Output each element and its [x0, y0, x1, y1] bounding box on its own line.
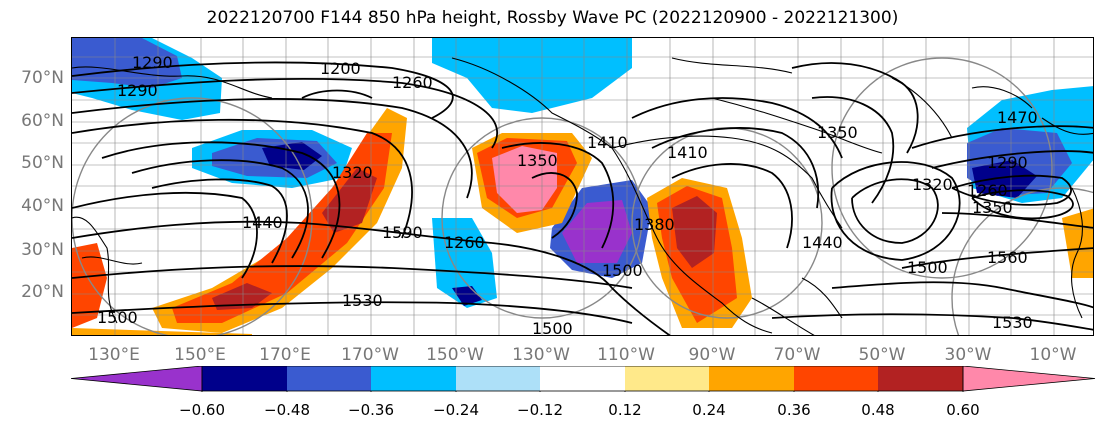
positive-anomaly-pacific-ridge-core — [212, 283, 272, 310]
colorbar-bin — [287, 366, 371, 391]
colorbar-bin — [709, 366, 794, 391]
contour-label: 1290 — [117, 81, 158, 100]
lat-label-30n: 30°N — [21, 240, 64, 260]
colorbar-tick-label: 0.48 — [861, 401, 895, 419]
lat-label-40n: 40°N — [21, 196, 64, 216]
map-panel: 1290 1200 1260 1290 1320 1410 1440 1590 … — [71, 37, 1094, 336]
colorbar-tick-label: −0.24 — [433, 401, 479, 419]
lon-label-150w: 150°W — [426, 345, 484, 365]
colorbar-tick-label: −0.48 — [264, 401, 310, 419]
colorbar-extend-low — [70, 365, 203, 392]
contour-label: 1320 — [912, 175, 953, 194]
contour-label: 1260 — [444, 233, 485, 252]
contour-label: 1290 — [987, 153, 1028, 172]
negative-anomaly-arctic — [432, 38, 632, 113]
negative-anomaly-atlantic-core — [972, 160, 1037, 198]
positive-anomaly-nw-america-core — [492, 146, 557, 213]
colorbar-bin — [625, 366, 709, 391]
contour-label: 1500 — [532, 319, 573, 336]
colorbar-bin — [878, 366, 963, 391]
negative-anomaly-nw-pacific-core — [72, 38, 182, 88]
graticule — [72, 38, 1093, 335]
lat-label-60n: 60°N — [21, 111, 64, 131]
map-title: 2022120700 F144 850 hPa height, Rossby W… — [206, 8, 899, 28]
colorbar-tick-label: 0.12 — [608, 401, 642, 419]
positive-anomaly-east-us-core — [672, 196, 717, 268]
contour-label: 1440 — [242, 213, 283, 232]
contour-label: 1260 — [392, 73, 433, 92]
colorbar-bin — [371, 366, 456, 391]
negative-anomaly-subtropical-pacific — [432, 218, 497, 308]
positive-anomaly-africa-edge — [1062, 208, 1093, 278]
contour-label: 1290 — [132, 53, 173, 72]
contour-label: 1320 — [332, 163, 373, 182]
colorbar-tick-label: 0.60 — [946, 401, 980, 419]
positive-anomaly-pacific-ridge-mid — [172, 133, 392, 323]
colorbar-bin — [540, 366, 625, 391]
contour-label: 1260 — [967, 181, 1008, 200]
contour-label: 1200 — [320, 59, 361, 78]
colorbar-tick-label: 0.36 — [777, 401, 811, 419]
reference-circles — [72, 57, 1093, 335]
height-contours — [72, 61, 1093, 335]
colorbar — [70, 365, 1096, 396]
colorbar-tick-label: −0.36 — [348, 401, 394, 419]
contour-label: 1410 — [587, 133, 628, 152]
lon-label-130w: 130°W — [512, 345, 570, 365]
negative-anomaly-us-west-core — [562, 200, 632, 263]
coastlines — [72, 57, 1093, 335]
lon-label-50w: 50°W — [858, 345, 906, 365]
contour-label: 1350 — [817, 123, 858, 142]
negative-anomaly-north-pacific-core — [262, 142, 322, 170]
contour-label: 1350 — [517, 151, 558, 170]
colorbar-bin — [456, 366, 540, 391]
colorbar-tick-label: −0.60 — [179, 401, 225, 419]
colorbar-extend-high — [962, 365, 1096, 392]
contour-label: 1350 — [972, 198, 1013, 217]
colorbar-tick-label: −0.12 — [517, 401, 563, 419]
lon-label-170w: 170°W — [341, 345, 399, 365]
contour-label: 1500 — [602, 261, 643, 280]
lon-label-170e: 170°E — [259, 345, 311, 365]
contour-label: 1590 — [382, 223, 423, 242]
positive-anomaly-west-pacific-strip — [72, 328, 252, 335]
lon-label-90w: 90°W — [688, 345, 736, 365]
contour-label: 1500 — [907, 258, 948, 277]
lon-label-130e: 130°E — [88, 345, 140, 365]
lon-label-150e: 150°E — [174, 345, 226, 365]
contour-label: 1530 — [342, 291, 383, 310]
colorbar-graphic — [70, 365, 1096, 395]
positive-anomaly-pacific-ridge-core2 — [322, 168, 377, 233]
lon-label-30w: 30°W — [944, 345, 992, 365]
lat-label-20n: 20°N — [21, 282, 64, 302]
contour-label: 1530 — [992, 313, 1033, 332]
map-plot: 1290 1200 1260 1290 1320 1410 1440 1590 … — [72, 38, 1093, 336]
lon-label-70w: 70°W — [773, 345, 821, 365]
contour-label: 1380 — [634, 215, 675, 234]
colorbar-bin — [794, 366, 878, 391]
colorbar-bin — [202, 366, 287, 391]
colorbar-tick-label: 0.24 — [692, 401, 726, 419]
lon-label-110w: 110°W — [597, 345, 655, 365]
lon-label-10w: 10°W — [1029, 345, 1077, 365]
contour-label: 1440 — [802, 233, 843, 252]
contour-label: 1470 — [997, 108, 1038, 127]
lat-label-50n: 50°N — [21, 153, 64, 173]
contour-label: 1560 — [987, 248, 1028, 267]
contour-label: 1500 — [97, 308, 138, 327]
contour-label: 1410 — [667, 143, 708, 162]
contour-labels: 1290 1200 1260 1290 1320 1410 1440 1590 … — [97, 53, 1038, 336]
lat-label-70n: 70°N — [21, 68, 64, 88]
